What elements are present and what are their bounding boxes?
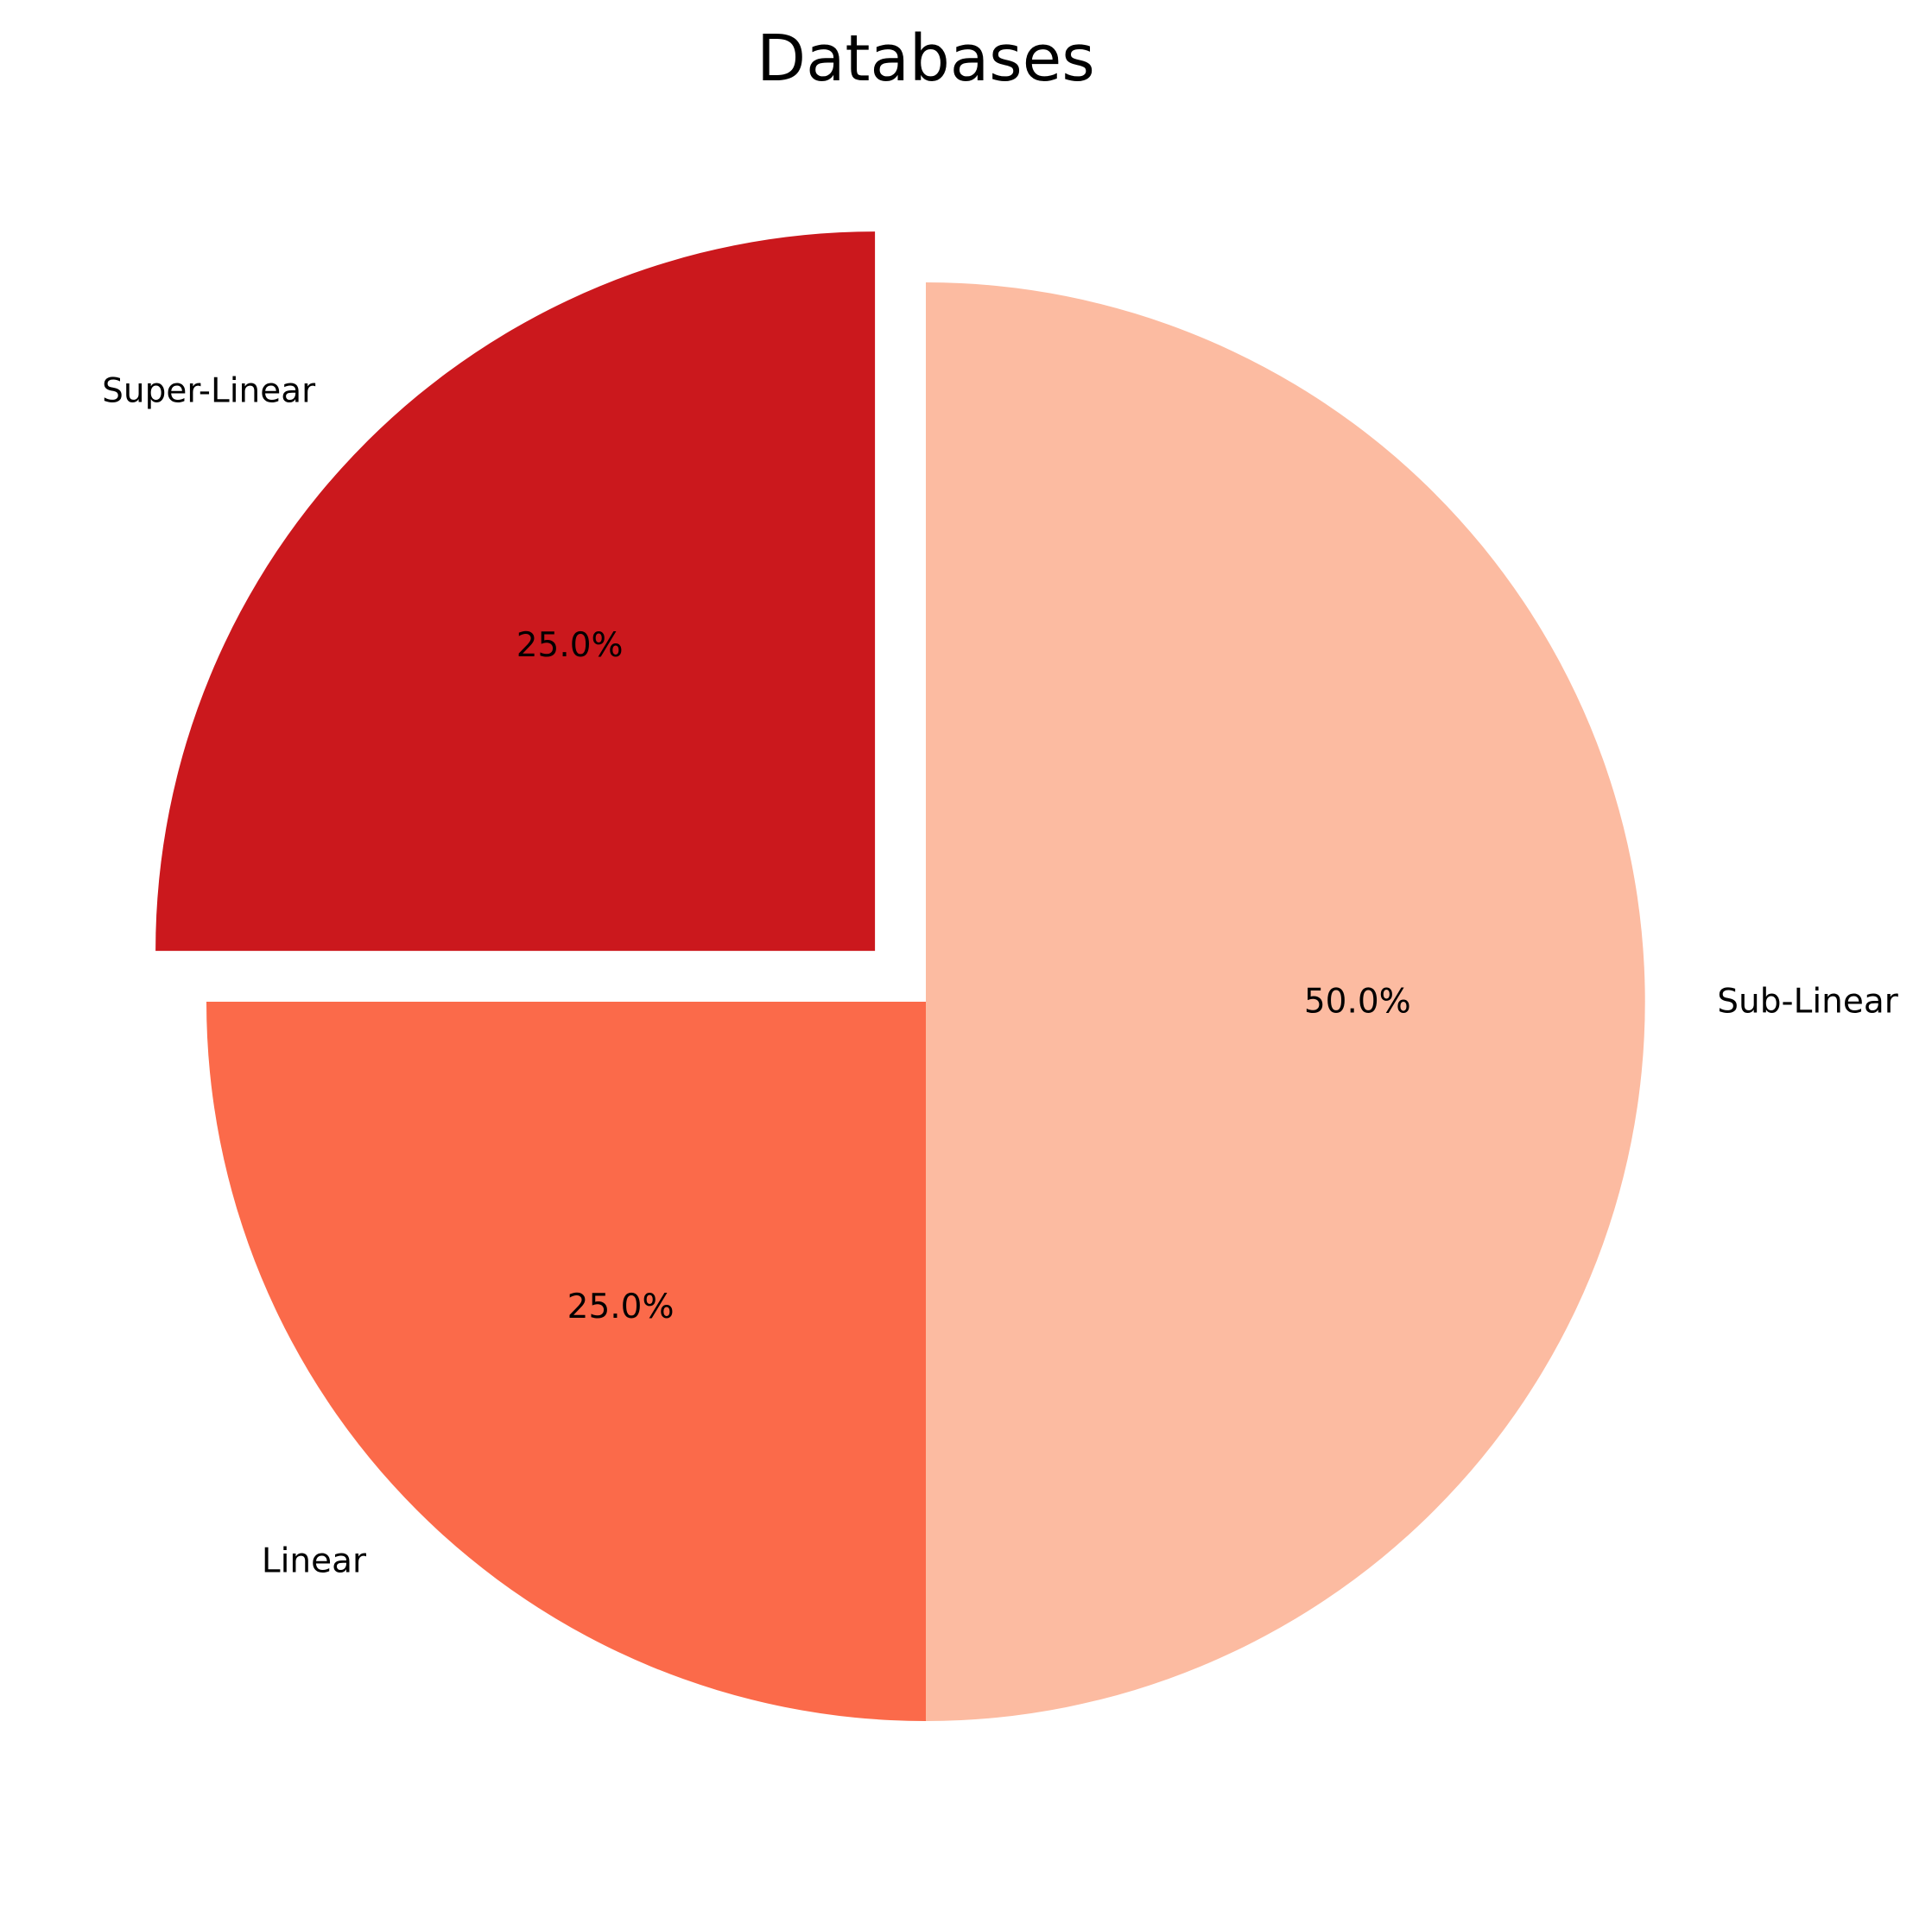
pie-labels: 25.0% Super-Linear 25.0% Linear 50.0% Sub-Lin…	[102, 372, 1899, 1581]
pct-label-linear: 25.0%	[567, 1288, 675, 1326]
slice-label-sub-linear: Sub-Linear	[1717, 983, 1898, 1022]
pie-slice-linear	[206, 1002, 926, 1721]
chart-title: Databases	[757, 22, 1095, 96]
pie-slice-super-linear	[155, 231, 876, 952]
slice-label-super-linear: Super-Linear	[102, 372, 316, 411]
pie-slices	[155, 231, 1645, 1721]
pie-slice-sub-linear	[926, 282, 1645, 1721]
pct-label-sub-linear: 50.0%	[1304, 983, 1411, 1022]
slice-label-linear: Linear	[262, 1541, 367, 1580]
pct-label-super-linear: 25.0%	[516, 626, 624, 665]
